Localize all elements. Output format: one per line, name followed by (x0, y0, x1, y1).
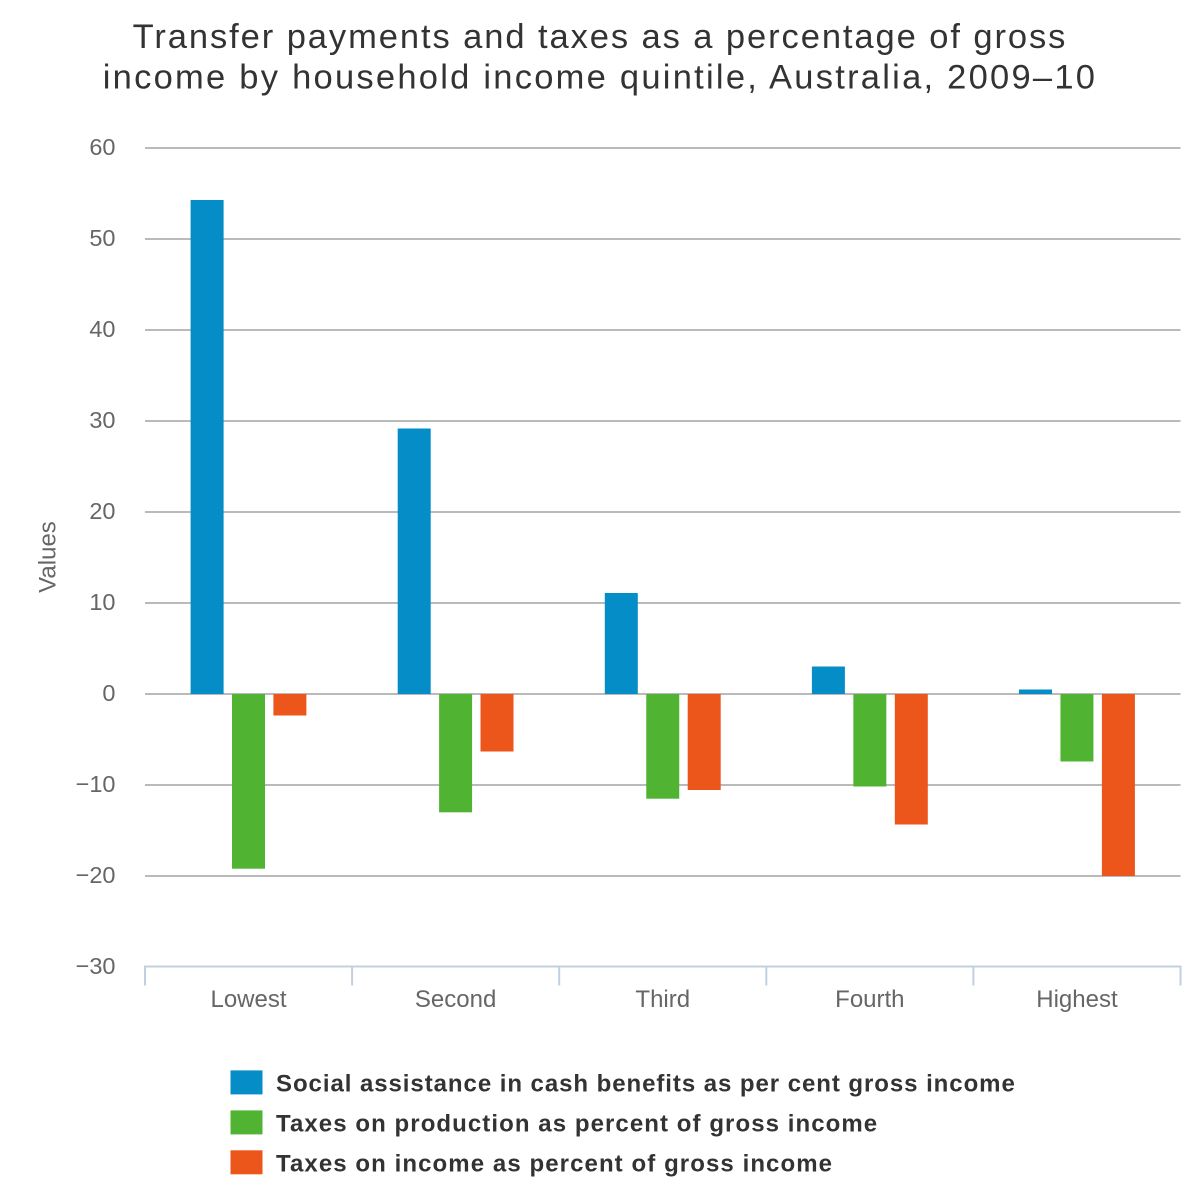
svg-text:Social assistance in cash bene: Social assistance in cash benefits as pe… (276, 1071, 1016, 1098)
svg-text:Highest: Highest (1036, 986, 1118, 1013)
svg-text:40: 40 (89, 316, 115, 342)
svg-text:50: 50 (89, 225, 115, 251)
svg-text:Taxes on income as percent of: Taxes on income as percent of gross inco… (276, 1150, 833, 1177)
svg-text:Lowest: Lowest (210, 986, 286, 1013)
svg-text:0: 0 (102, 680, 115, 706)
svg-text:income by household income qui: income by household income quintile, Aus… (103, 59, 1098, 97)
svg-text:−20: −20 (76, 862, 116, 888)
svg-text:60: 60 (89, 134, 115, 160)
svg-text:Values: Values (35, 521, 62, 593)
svg-text:Fourth: Fourth (835, 986, 904, 1013)
svg-text:−10: −10 (76, 771, 116, 797)
svg-text:Transfer payments and taxes as: Transfer payments and taxes as a percent… (133, 18, 1068, 56)
svg-text:Taxes on production as percent: Taxes on production as percent of gross … (276, 1110, 878, 1137)
svg-text:10: 10 (89, 589, 115, 615)
svg-text:−30: −30 (76, 953, 116, 979)
svg-text:Second: Second (415, 986, 496, 1013)
svg-text:Third: Third (635, 986, 690, 1013)
svg-text:30: 30 (89, 407, 115, 433)
svg-text:20: 20 (89, 498, 115, 524)
